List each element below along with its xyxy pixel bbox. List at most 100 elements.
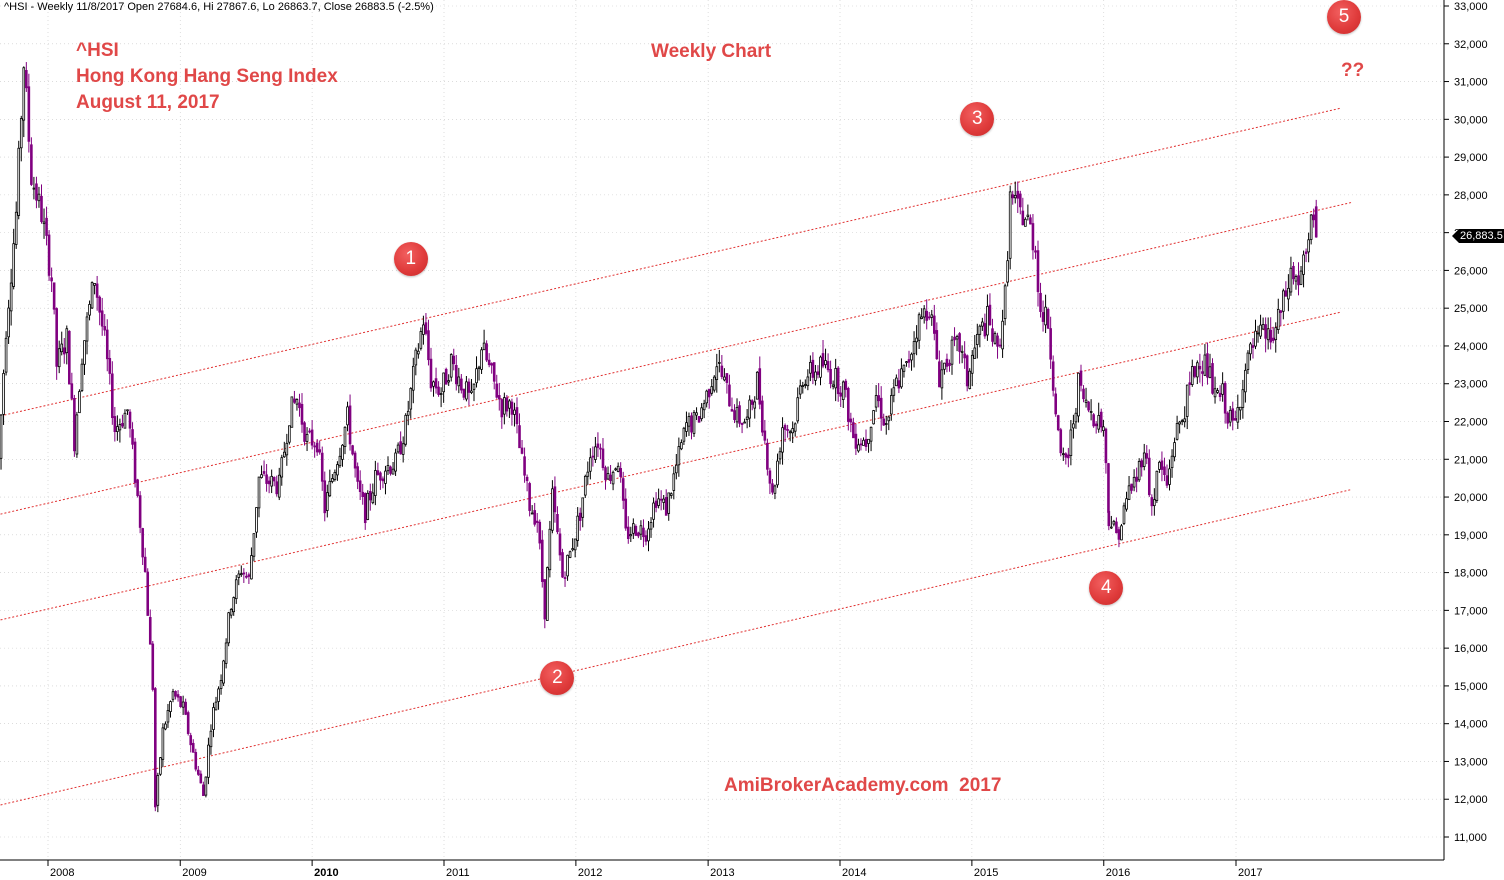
candle	[1236, 394, 1240, 429]
candle	[434, 367, 438, 394]
candle	[647, 521, 650, 552]
candle	[965, 354, 969, 392]
y-tick-label: 30,000	[1454, 114, 1488, 126]
candle	[189, 732, 193, 753]
candle	[983, 313, 987, 339]
candle	[573, 538, 577, 558]
candles	[0, 62, 1318, 813]
candle	[214, 696, 218, 711]
candle	[207, 737, 210, 785]
candle	[7, 299, 10, 344]
candle	[1228, 405, 1232, 427]
candle	[905, 361, 908, 367]
watermark: AmiBrokerAcademy.com 2017	[724, 775, 1002, 796]
candle	[121, 414, 124, 429]
candle	[948, 359, 951, 372]
candle	[300, 393, 304, 433]
candle	[826, 353, 830, 373]
candle	[363, 492, 367, 530]
candle	[159, 757, 162, 776]
candle	[176, 690, 180, 702]
candle	[52, 282, 56, 315]
candle	[454, 355, 458, 391]
candle	[381, 476, 385, 489]
candle	[222, 659, 225, 687]
candle	[1115, 517, 1118, 534]
candle	[328, 469, 332, 498]
candle	[882, 413, 886, 426]
candle	[981, 317, 984, 331]
candle	[1056, 414, 1060, 432]
candle	[697, 415, 701, 423]
candle	[298, 393, 301, 417]
candle	[1282, 288, 1285, 320]
candle	[262, 460, 266, 477]
candle	[12, 228, 15, 290]
candle	[394, 448, 397, 476]
candle	[718, 349, 721, 373]
candle	[561, 548, 564, 578]
candle	[348, 394, 352, 451]
candle	[1284, 281, 1288, 297]
candle	[374, 460, 377, 506]
candle	[831, 380, 835, 390]
candle	[1074, 407, 1078, 429]
candle	[57, 340, 61, 374]
candle	[563, 571, 567, 587]
candle	[0, 414, 3, 470]
candle	[267, 476, 271, 494]
candle	[37, 186, 41, 208]
candle	[879, 386, 883, 431]
candle	[750, 399, 754, 411]
candle	[978, 324, 982, 348]
x-tick-label: 2010	[314, 867, 338, 879]
candle	[78, 389, 81, 414]
candle	[1013, 181, 1017, 204]
candle	[148, 609, 152, 645]
candle	[1158, 460, 1161, 473]
candle	[250, 547, 253, 580]
candle	[528, 481, 531, 517]
chart-subtitle: Weekly Chart	[651, 41, 772, 62]
candle	[27, 73, 31, 153]
candle	[1304, 248, 1308, 263]
candle	[953, 327, 956, 347]
candle	[1256, 325, 1260, 343]
candle	[105, 319, 109, 372]
candle	[728, 374, 731, 407]
candle	[255, 507, 258, 538]
candle	[829, 360, 832, 389]
candle	[161, 723, 165, 768]
x-tick-label: 2009	[182, 867, 206, 879]
candle	[685, 411, 688, 437]
candle	[1026, 204, 1030, 221]
candle	[50, 267, 53, 292]
candle	[596, 432, 600, 457]
candle	[73, 394, 76, 457]
candle	[958, 332, 961, 364]
index-name: Hong Kong Hang Seng Index	[76, 66, 338, 87]
candle	[75, 411, 79, 458]
candle	[356, 462, 359, 490]
candle	[1018, 190, 1022, 215]
candle	[788, 429, 792, 442]
candle	[100, 297, 104, 336]
candle	[1193, 365, 1197, 379]
y-tick-label: 28,000	[1454, 190, 1488, 202]
candle	[303, 421, 306, 446]
candle	[523, 447, 526, 483]
candle	[705, 389, 708, 408]
wave-marker-5: 5	[1327, 0, 1362, 35]
candle	[83, 340, 86, 375]
candle	[786, 424, 789, 438]
candle	[265, 464, 268, 492]
y-tick-label: 22,000	[1454, 417, 1488, 429]
candle	[432, 380, 435, 397]
candle	[943, 362, 946, 375]
candle	[19, 115, 23, 162]
candle	[308, 428, 311, 434]
candle	[1041, 300, 1045, 332]
candle	[887, 415, 891, 431]
candle	[766, 438, 769, 476]
candle	[712, 375, 716, 393]
